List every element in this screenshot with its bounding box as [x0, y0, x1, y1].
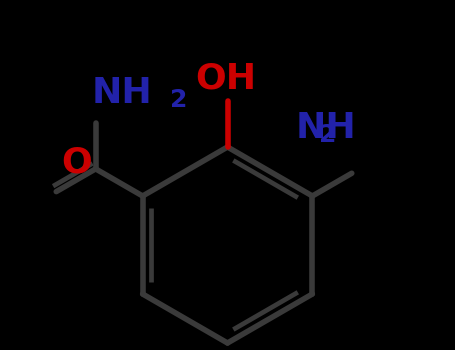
Text: O: O [61, 146, 92, 180]
Text: NH: NH [91, 76, 152, 110]
Text: OH: OH [195, 62, 256, 96]
Text: NH: NH [296, 111, 357, 145]
Text: 2: 2 [170, 88, 187, 112]
Text: 2: 2 [318, 123, 336, 147]
